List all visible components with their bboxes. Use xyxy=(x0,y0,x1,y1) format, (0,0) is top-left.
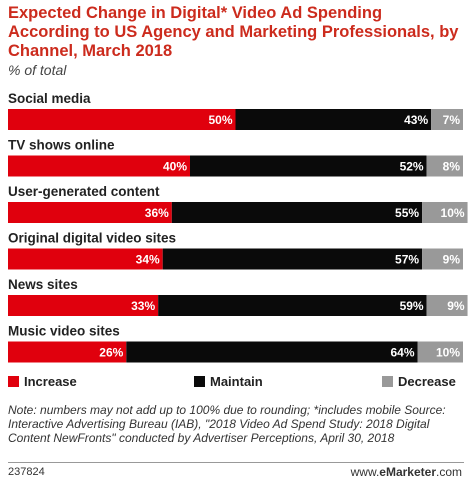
legend-label-increase: Increase xyxy=(24,374,77,389)
bar-maintain-tv-shows-online xyxy=(190,155,427,177)
value-label-maintain-news-sites: 59% xyxy=(400,299,424,313)
value-label-decrease-original-digital-video-sites: 9% xyxy=(443,253,461,267)
chart-subtitle: % of total xyxy=(8,62,67,78)
value-label-maintain-social-media: 43% xyxy=(404,113,428,127)
value-label-increase-tv-shows-online: 40% xyxy=(163,160,187,174)
value-label-increase-music-video-sites: 26% xyxy=(99,346,123,360)
value-label-maintain-user-generated-content: 55% xyxy=(395,206,419,220)
footer-divider xyxy=(8,462,464,463)
source-note: Note: numbers may not add up to 100% due… xyxy=(8,403,446,445)
value-label-increase-user-generated-content: 36% xyxy=(145,206,169,220)
category-label-original-digital-video-sites: Original digital video sites xyxy=(8,231,176,246)
chart-id: 237824 xyxy=(8,466,45,478)
value-label-maintain-tv-shows-online: 52% xyxy=(400,160,424,174)
chart-title: Expected Change in Digital* Video Ad Spe… xyxy=(8,4,459,60)
bar-maintain-news-sites xyxy=(158,295,427,316)
value-label-decrease-news-sites: 9% xyxy=(447,299,465,313)
brand-name: eMarketer xyxy=(379,465,436,479)
bar-maintain-original-digital-video-sites xyxy=(162,248,423,270)
bar-increase-original-digital-video-sites xyxy=(8,248,163,270)
legend-label-decrease: Decrease xyxy=(398,374,456,389)
bar-increase-news-sites xyxy=(8,295,159,316)
value-label-decrease-user-generated-content: 10% xyxy=(441,206,465,220)
bar-decrease-user-generated-content xyxy=(422,202,468,223)
value-label-decrease-social-media: 7% xyxy=(443,113,461,127)
value-label-increase-news-sites: 33% xyxy=(131,299,155,313)
bar-decrease-tv-shows-online xyxy=(426,155,463,177)
stacked-bar-chart: Social media 50% 43% 7% TV shows online 40% 52… xyxy=(8,91,468,363)
legend-swatch-maintain xyxy=(194,376,205,387)
bar-maintain-music-video-sites xyxy=(126,341,418,363)
legend-swatch-decrease xyxy=(382,376,393,387)
brand-suffix: .com xyxy=(435,465,462,479)
bar-decrease-news-sites xyxy=(426,295,468,316)
bar-increase-social-media xyxy=(8,109,236,130)
bar-decrease-social-media xyxy=(431,109,463,130)
category-label-tv-shows-online: TV shows online xyxy=(8,138,115,153)
category-label-social-media: Social media xyxy=(8,91,91,106)
category-label-news-sites: News sites xyxy=(8,277,78,292)
legend: Increase Maintain Decrease xyxy=(8,374,464,392)
bar-decrease-original-digital-video-sites xyxy=(422,248,463,270)
category-label-music-video-sites: Music video sites xyxy=(8,324,120,339)
category-label-user-generated-content: User-generated content xyxy=(8,184,160,199)
bar-increase-user-generated-content xyxy=(8,202,172,223)
value-label-decrease-music-video-sites: 10% xyxy=(436,346,460,360)
bar-maintain-user-generated-content xyxy=(171,202,423,223)
value-label-decrease-tv-shows-online: 8% xyxy=(443,160,461,174)
legend-label-maintain: Maintain xyxy=(210,374,263,389)
brand-credit: www.eMarketer.com xyxy=(351,465,462,479)
bar-maintain-social-media xyxy=(235,109,432,130)
value-label-maintain-music-video-sites: 64% xyxy=(390,346,414,360)
legend-swatch-increase xyxy=(8,376,19,387)
brand-prefix: www. xyxy=(350,465,380,479)
value-label-maintain-original-digital-video-sites: 57% xyxy=(395,253,419,267)
bar-increase-music-video-sites xyxy=(8,341,127,363)
value-label-increase-original-digital-video-sites: 34% xyxy=(136,253,160,267)
value-label-increase-social-media: 50% xyxy=(208,113,232,127)
bar-increase-tv-shows-online xyxy=(8,155,190,177)
bar-decrease-music-video-sites xyxy=(417,341,463,363)
